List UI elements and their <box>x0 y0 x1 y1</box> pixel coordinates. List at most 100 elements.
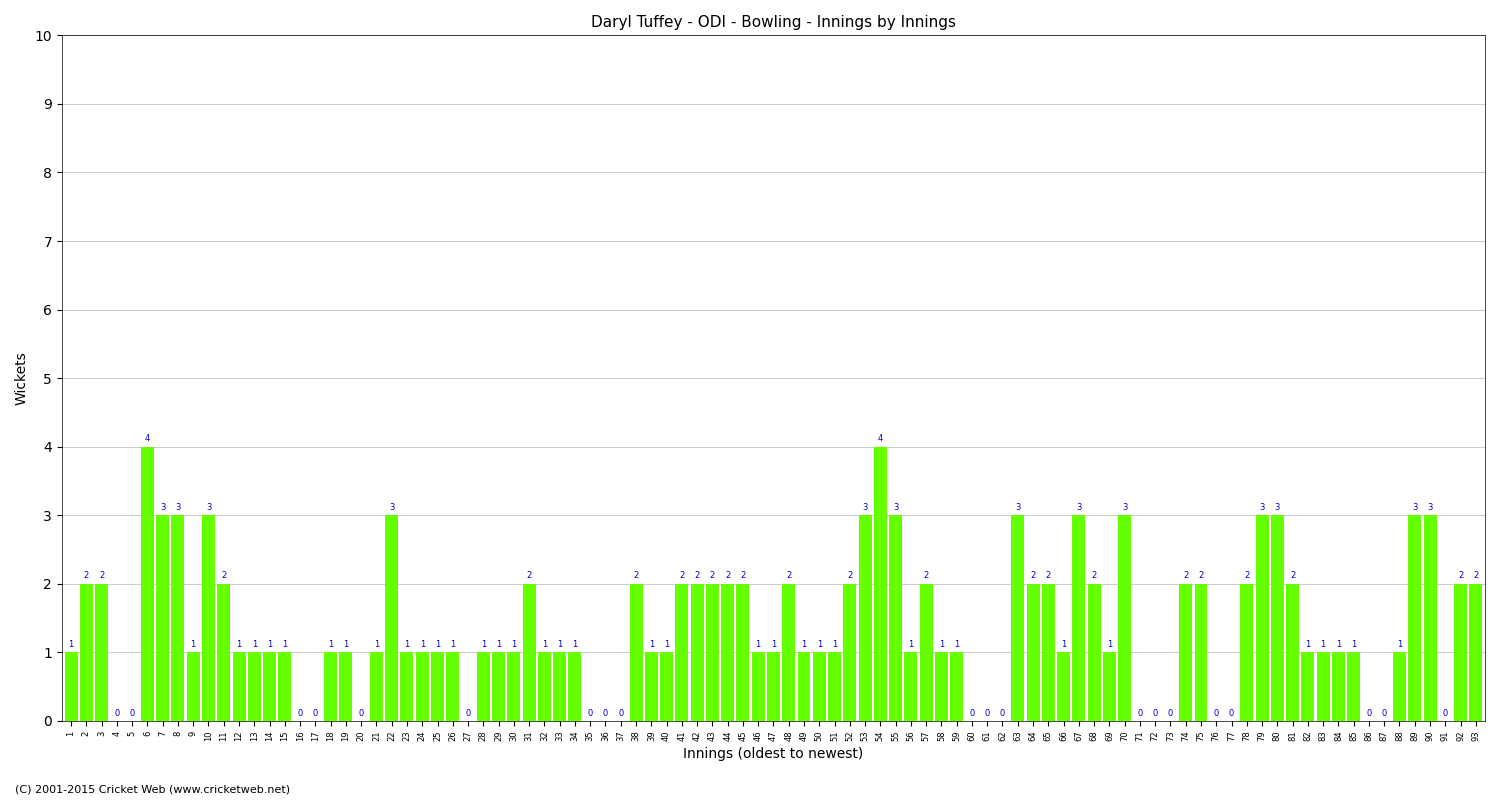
Bar <box>339 653 352 721</box>
Text: 3: 3 <box>160 503 165 512</box>
Bar <box>522 584 536 721</box>
Bar <box>141 446 154 721</box>
Bar <box>156 515 170 721</box>
Bar <box>736 584 750 721</box>
Bar <box>1408 515 1422 721</box>
Text: 1: 1 <box>374 640 380 649</box>
Text: 2: 2 <box>1244 571 1250 581</box>
Bar <box>171 515 184 721</box>
Bar <box>874 446 886 721</box>
Bar <box>1072 515 1086 721</box>
Text: 1: 1 <box>435 640 439 649</box>
Bar <box>568 653 582 721</box>
Text: 2: 2 <box>84 571 88 581</box>
Text: 1: 1 <box>771 640 776 649</box>
Text: 0: 0 <box>1214 709 1219 718</box>
Text: 0: 0 <box>114 709 120 718</box>
Text: 2: 2 <box>526 571 532 581</box>
Text: 0: 0 <box>603 709 608 718</box>
Text: 0: 0 <box>1137 709 1143 718</box>
Text: 2: 2 <box>1473 571 1479 581</box>
Text: 0: 0 <box>129 709 135 718</box>
Text: 2: 2 <box>220 571 226 581</box>
Text: 1: 1 <box>801 640 807 649</box>
Text: 1: 1 <box>405 640 410 649</box>
Text: 1: 1 <box>480 640 486 649</box>
Text: 0: 0 <box>618 709 624 718</box>
Text: 3: 3 <box>1016 503 1020 512</box>
Bar <box>248 653 261 721</box>
Text: 1: 1 <box>1107 640 1112 649</box>
Text: 2: 2 <box>1092 571 1096 581</box>
Text: 1: 1 <box>420 640 424 649</box>
Bar <box>202 515 214 721</box>
Text: 4: 4 <box>146 434 150 443</box>
Bar <box>1302 653 1314 721</box>
Text: 0: 0 <box>1382 709 1388 718</box>
Bar <box>1042 584 1054 721</box>
Bar <box>1088 584 1101 721</box>
Bar <box>1256 515 1269 721</box>
Bar <box>920 584 933 721</box>
Text: 3: 3 <box>388 503 394 512</box>
Text: 1: 1 <box>328 640 333 649</box>
Bar <box>232 653 246 721</box>
Bar <box>1118 515 1131 721</box>
Text: 1: 1 <box>573 640 578 649</box>
Text: 1: 1 <box>69 640 74 649</box>
Bar <box>324 653 338 721</box>
Bar <box>706 584 718 721</box>
Bar <box>1470 584 1482 721</box>
Text: 3: 3 <box>862 503 868 512</box>
Text: 1: 1 <box>556 640 562 649</box>
Text: 1: 1 <box>908 640 914 649</box>
Text: 0: 0 <box>1152 709 1158 718</box>
Text: 1: 1 <box>190 640 196 649</box>
Text: 3: 3 <box>1275 503 1280 512</box>
Text: 0: 0 <box>358 709 364 718</box>
Text: 2: 2 <box>724 571 730 581</box>
Bar <box>828 653 842 721</box>
Bar <box>645 653 658 721</box>
Bar <box>1394 653 1406 721</box>
Bar <box>843 584 856 721</box>
Text: 1: 1 <box>252 640 257 649</box>
Bar <box>80 584 93 721</box>
Bar <box>1102 653 1116 721</box>
Bar <box>477 653 490 721</box>
Text: 0: 0 <box>297 709 303 718</box>
Text: 0: 0 <box>312 709 318 718</box>
Bar <box>766 653 780 721</box>
Bar <box>660 653 674 721</box>
Bar <box>1424 515 1437 721</box>
Text: 1: 1 <box>816 640 822 649</box>
Text: 2: 2 <box>1046 571 1052 581</box>
Text: 1: 1 <box>1336 640 1341 649</box>
Bar <box>950 653 963 721</box>
Text: 3: 3 <box>206 503 212 512</box>
Text: 0: 0 <box>588 709 592 718</box>
Bar <box>94 584 108 721</box>
Text: 3: 3 <box>1122 503 1128 512</box>
Text: 2: 2 <box>633 571 639 581</box>
Bar <box>1317 653 1329 721</box>
Text: 1: 1 <box>664 640 669 649</box>
Text: 1: 1 <box>1396 640 1402 649</box>
Text: 0: 0 <box>969 709 975 718</box>
Bar <box>782 584 795 721</box>
Text: 4: 4 <box>878 434 884 443</box>
Text: 2: 2 <box>786 571 792 581</box>
Bar <box>507 653 520 721</box>
Text: (C) 2001-2015 Cricket Web (www.cricketweb.net): (C) 2001-2015 Cricket Web (www.cricketwe… <box>15 784 290 794</box>
Text: 0: 0 <box>984 709 990 718</box>
Text: 2: 2 <box>741 571 746 581</box>
Text: 1: 1 <box>1320 640 1326 649</box>
Bar <box>538 653 550 721</box>
Text: 3: 3 <box>1260 503 1264 512</box>
Bar <box>1454 584 1467 721</box>
Text: 2: 2 <box>1030 571 1035 581</box>
Text: 1: 1 <box>1060 640 1066 649</box>
Bar <box>386 515 398 721</box>
Bar <box>554 653 566 721</box>
Text: 2: 2 <box>1184 571 1188 581</box>
